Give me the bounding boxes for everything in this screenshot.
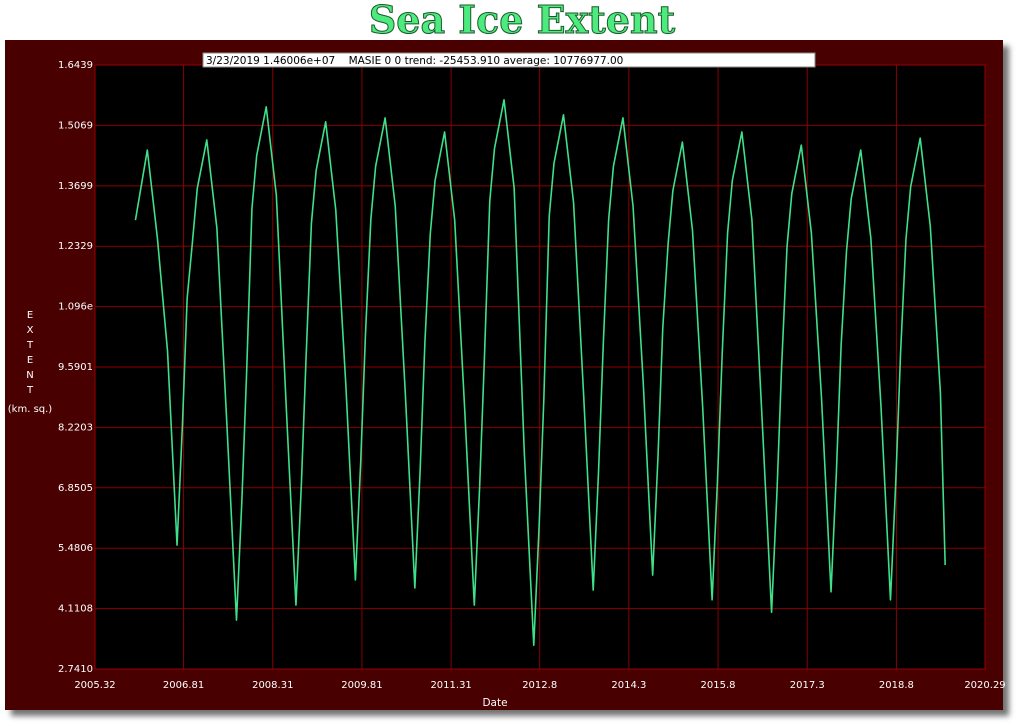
x-tick-label: 2020.29 bbox=[964, 680, 1005, 691]
header-box bbox=[202, 52, 816, 68]
x-tick-label: 2006.81 bbox=[163, 680, 204, 691]
x-tick-label: 2011.31 bbox=[430, 680, 471, 691]
y-tick-label: 1.3699 bbox=[58, 181, 93, 192]
y-tick-label: 2.7410 bbox=[58, 664, 93, 675]
y-tick-label: 1.6439 bbox=[58, 60, 93, 71]
x-tick-label: 2008.31 bbox=[252, 680, 293, 691]
y-tick-label: 8.2203 bbox=[58, 422, 93, 433]
y-tick-label: 6.8505 bbox=[58, 483, 93, 494]
y-axis-unit: (km. sq.) bbox=[8, 404, 53, 415]
y-axis-label: EXTENT bbox=[25, 310, 36, 400]
x-tick-label: 2009.81 bbox=[341, 680, 382, 691]
header-text: 3/23/2019 1.46006e+07 MASIE 0 0 trend: -… bbox=[206, 55, 623, 67]
x-tick-label: 2015.8 bbox=[701, 680, 736, 691]
y-tick-label: 9.5901 bbox=[58, 362, 93, 373]
data-line bbox=[134, 98, 946, 647]
y-tick-label: 4.1108 bbox=[58, 604, 93, 615]
x-tick-label: 2018.8 bbox=[879, 680, 914, 691]
y-tick-label: 5.4806 bbox=[58, 543, 93, 554]
x-tick-label: 2005.32 bbox=[74, 680, 115, 691]
y-tick-label: 1.5069 bbox=[58, 120, 93, 131]
y-tick-label: 1.096e bbox=[58, 302, 93, 313]
x-tick-label: 2017.3 bbox=[790, 680, 825, 691]
x-tick-label: 2014.3 bbox=[611, 680, 646, 691]
x-axis-label: Date bbox=[482, 697, 507, 709]
chart-title: Sea Ice Extent bbox=[369, 0, 676, 42]
x-tick-label: 2012.8 bbox=[522, 680, 557, 691]
y-tick-label: 1.2329 bbox=[58, 241, 93, 252]
series bbox=[134, 98, 946, 647]
